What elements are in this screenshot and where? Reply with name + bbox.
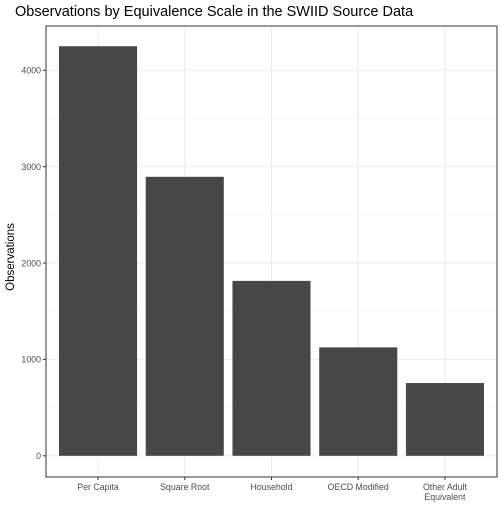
x-tick-label-line: Per Capita (77, 482, 119, 492)
chart-title: Observations by Equivalence Scale in the… (15, 4, 414, 20)
x-tick-label-line: OECD Modified (328, 482, 389, 492)
x-tick-label-line: Other Adult (423, 482, 468, 492)
y-tick-label: 4000 (21, 66, 41, 76)
x-tick-label: Household (250, 482, 292, 492)
x-tick-label: Square Root (160, 482, 210, 492)
y-tick-label: 3000 (21, 162, 41, 172)
bar (232, 280, 311, 456)
bar (145, 176, 224, 456)
x-tick-label-line: Equivalent (424, 492, 466, 502)
bar (319, 347, 398, 456)
bar (405, 383, 484, 456)
x-tick-label: OECD Modified (328, 482, 389, 492)
x-tick-label: Per Capita (77, 482, 119, 492)
x-tick-label-line: Square Root (160, 482, 210, 492)
x-tick-label-line: Household (250, 482, 292, 492)
y-axis-title: Observations (5, 223, 17, 291)
plot-panel: 0 1000 2000 3000 4000 Per Capita Square Root Ho… (21, 25, 498, 502)
y-tick-label: 0 (36, 451, 41, 461)
x-tick-label: Other Adult Equivalent (423, 482, 468, 502)
y-tick-label: 1000 (21, 355, 41, 365)
bar (59, 46, 138, 456)
y-tick-label: 2000 (21, 258, 41, 268)
